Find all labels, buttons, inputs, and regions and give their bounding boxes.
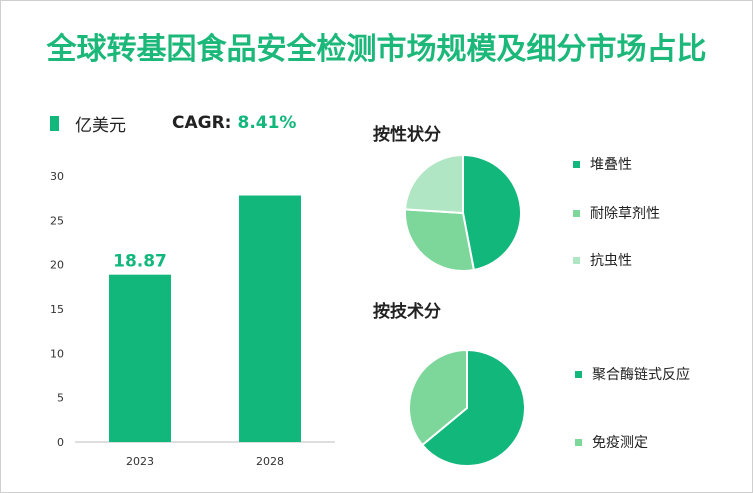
pie2-legend-item: 聚合酶链式反应 [575,364,690,384]
pie1-slice [404,153,464,215]
pie1-title: 按性状分 [373,125,441,145]
pie1-slice [462,153,522,272]
pie1-legend-item: 堆叠性 [573,154,632,174]
pie1-legend-item: 耐除草剂性 [573,203,660,223]
chart-title: 全球转基因食品安全检测市场规模及细分市场占比 [46,32,707,67]
pie2-legend-label: 聚合酶链式反应 [592,367,690,383]
x-tick-label: 2023 [126,455,154,468]
bar-legend: 亿美元 CAGR: 8.41% [50,112,297,136]
legend-swatch [50,115,59,131]
y-tick-label: 25 [50,214,64,227]
y-tick-label: 5 [57,392,64,405]
pie1-slice [404,208,476,272]
x-tick-label: 2028 [256,455,284,468]
pie2-slice [420,348,526,467]
y-tick-label: 20 [50,259,64,272]
pie2-slice [408,348,468,447]
y-tick-label: 15 [50,303,64,316]
pie1-legend-item: 抗虫性 [573,250,632,270]
legend-swatch [573,209,580,217]
legend-swatch [573,256,580,264]
cagr-label: CAGR: [172,113,232,133]
legend-swatch [575,370,582,378]
bar [239,195,301,442]
bar [109,274,171,442]
legend-swatch [573,160,580,168]
y-tick-label: 10 [50,347,64,360]
cagr-value: 8.41% [237,113,297,133]
pie1-legend-label: 堆叠性 [590,157,632,173]
pie2-legend-item: 免疫测定 [575,432,648,452]
y-tick-label: 0 [57,436,64,449]
pie2-legend-label: 免疫测定 [592,435,648,451]
pie2-title: 按技术分 [373,302,441,322]
pie1-legend-label: 抗虫性 [590,253,632,269]
legend-swatch [575,438,582,446]
bar-data-label: 18.87 [113,252,167,272]
legend-unit-label: 亿美元 [75,115,126,136]
y-tick-label: 30 [50,170,64,183]
pie1-legend-label: 耐除草剂性 [590,206,660,222]
